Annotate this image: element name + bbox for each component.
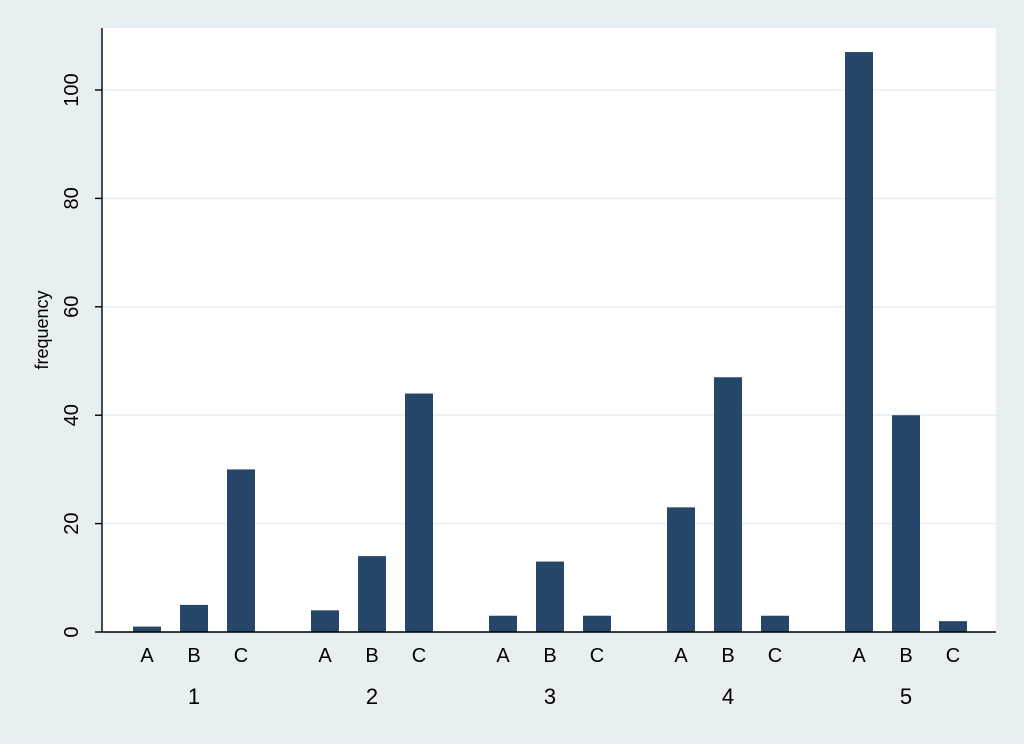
bar-3-C — [583, 615, 611, 632]
bar-4-B — [714, 377, 742, 632]
x-group-label: 5 — [900, 684, 912, 709]
x-axis-labels: A B C 1 A B C 2 A B C 3 A B C 4 A B C 5 — [140, 645, 960, 709]
y-axis-ticks: 0 20 40 60 80 100 — [61, 73, 102, 638]
y-axis-label: frequency — [32, 290, 52, 369]
y-tick-label: 0 — [61, 626, 83, 637]
x-category-label: A — [852, 645, 866, 667]
x-category-label: C — [768, 645, 782, 667]
bar-3-A — [489, 615, 517, 632]
bar-2-C — [405, 393, 433, 632]
x-category-label: B — [899, 645, 912, 667]
x-group-label: 1 — [188, 684, 200, 709]
y-tick-label: 60 — [61, 296, 83, 318]
bars — [133, 52, 967, 633]
x-category-label: A — [140, 645, 154, 667]
x-group-label: 3 — [544, 684, 556, 709]
x-category-label: A — [496, 645, 510, 667]
y-tick-label: 80 — [61, 187, 83, 209]
axes — [101, 28, 996, 633]
bar-3-B — [536, 561, 564, 632]
x-category-label: B — [187, 645, 200, 667]
bar-5-C — [939, 621, 967, 632]
x-category-label: C — [946, 645, 960, 667]
bar-1-B — [180, 604, 208, 632]
bar-5-A — [845, 52, 873, 633]
y-tick-label: 40 — [61, 404, 83, 426]
bar-4-C — [761, 615, 789, 632]
x-group-label: 4 — [722, 684, 734, 709]
bar-1-A — [133, 626, 161, 632]
x-category-label: A — [674, 645, 688, 667]
x-category-label: C — [234, 645, 248, 667]
x-category-label: C — [412, 645, 426, 667]
bar-5-B — [892, 415, 920, 632]
y-tick-label: 100 — [61, 73, 83, 106]
x-group-label: 2 — [366, 684, 378, 709]
x-category-label: B — [365, 645, 378, 667]
bar-2-A — [311, 610, 339, 632]
x-category-label: C — [590, 645, 604, 667]
bar-1-C — [227, 469, 255, 632]
bar-4-A — [667, 507, 695, 632]
y-tick-label: 20 — [61, 512, 83, 534]
x-category-label: B — [543, 645, 556, 667]
x-category-label: A — [318, 645, 332, 667]
bar-2-B — [358, 556, 386, 632]
x-category-label: B — [721, 645, 734, 667]
